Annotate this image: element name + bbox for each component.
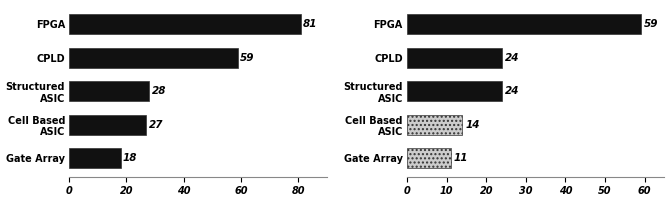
Bar: [69, 115, 147, 135]
Bar: [69, 14, 301, 34]
Bar: [69, 148, 121, 168]
Bar: [407, 148, 450, 168]
Text: 24: 24: [505, 53, 520, 63]
Text: 11: 11: [454, 153, 468, 163]
Text: 81: 81: [304, 19, 318, 29]
Text: 18: 18: [123, 153, 137, 163]
Bar: [69, 47, 238, 68]
Text: 14: 14: [466, 120, 480, 130]
Text: 28: 28: [151, 86, 166, 96]
Bar: [407, 14, 641, 34]
Text: 59: 59: [644, 19, 659, 29]
Bar: [407, 47, 502, 68]
Bar: [407, 115, 462, 135]
Text: 59: 59: [241, 53, 255, 63]
Text: 24: 24: [505, 86, 520, 96]
Bar: [69, 81, 149, 101]
Text: 27: 27: [149, 120, 163, 130]
Bar: [407, 81, 502, 101]
